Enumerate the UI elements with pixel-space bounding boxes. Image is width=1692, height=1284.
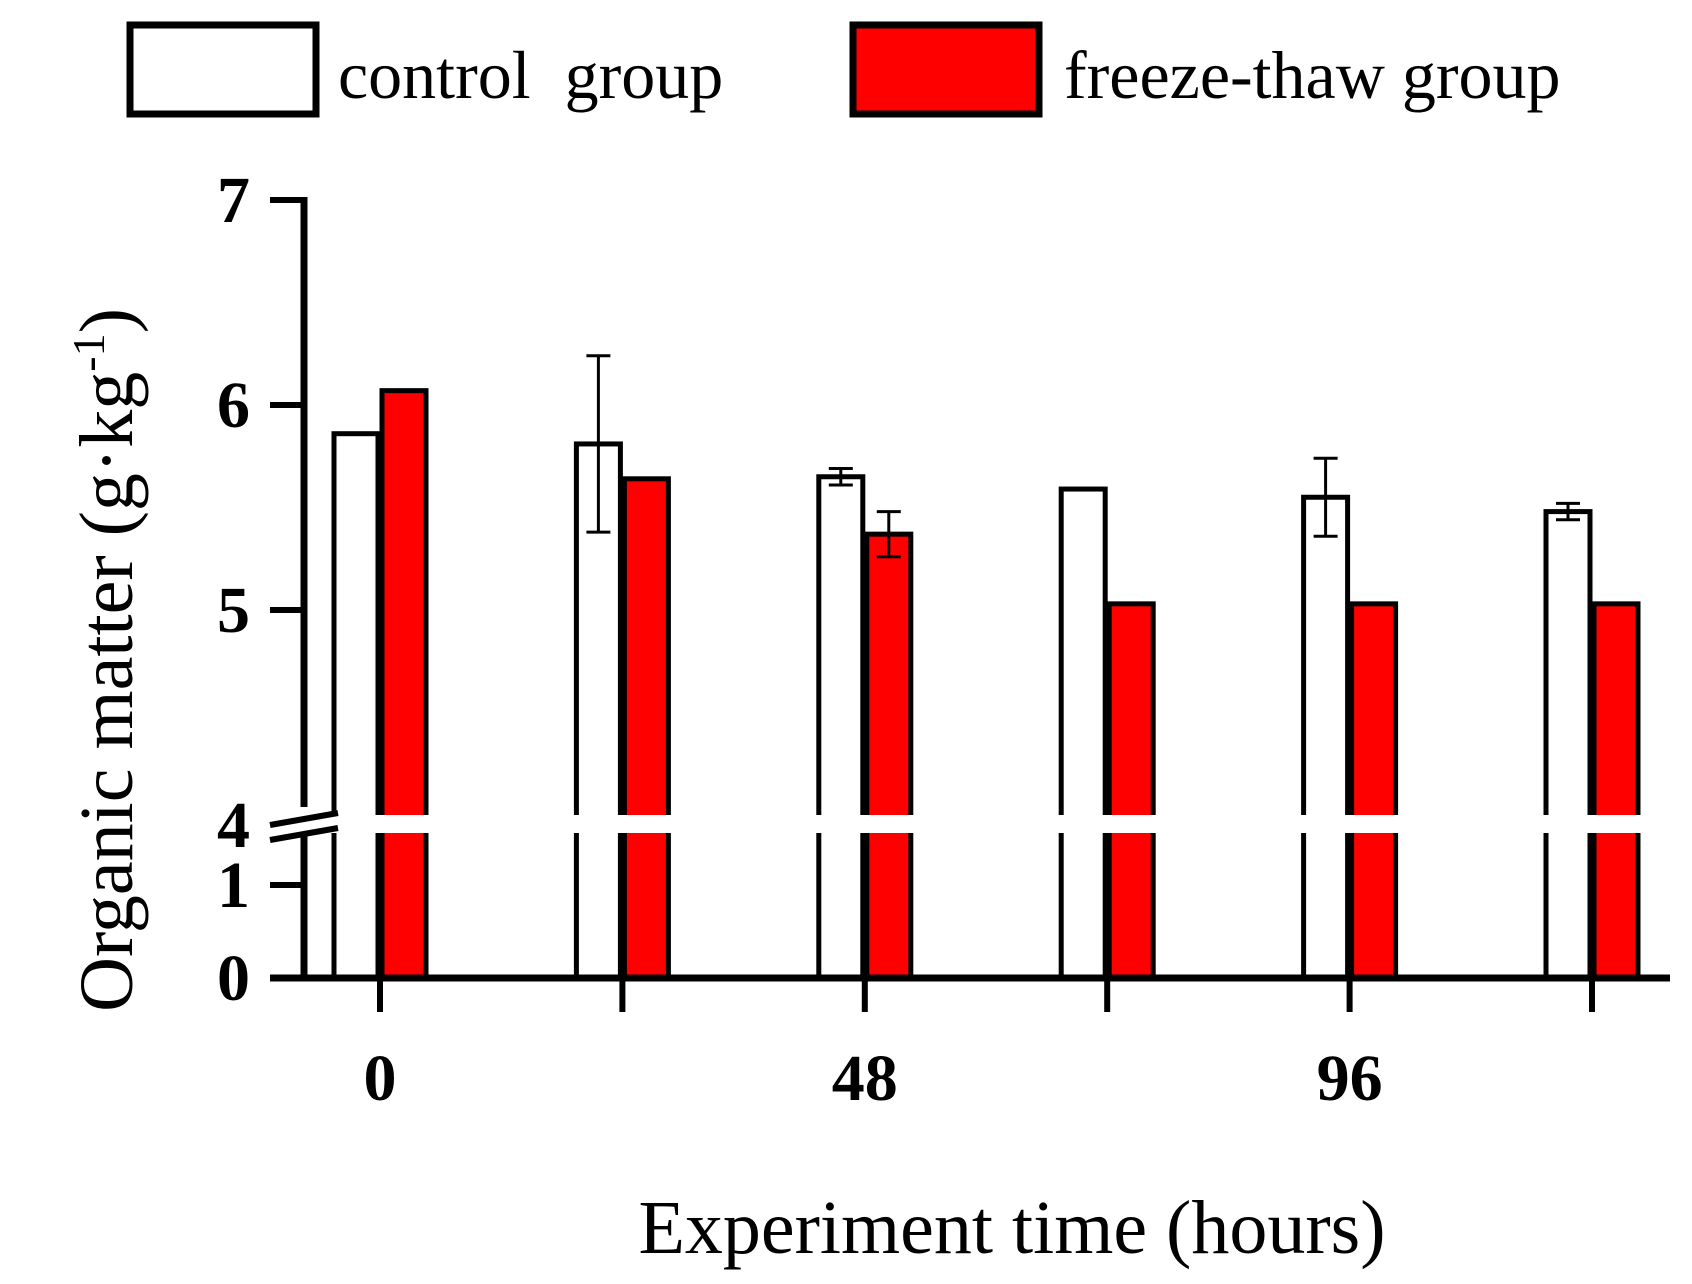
x-axis-label: Experiment time (hours) xyxy=(638,1186,1385,1270)
y-tick-label-6: 6 xyxy=(217,369,250,442)
axis-break-mark-2 xyxy=(269,825,339,843)
axis-break-gap xyxy=(270,815,1650,833)
plot-area: 01456704896144192240 xyxy=(217,164,1670,1115)
bar-freeze-thaw-0 xyxy=(379,388,429,981)
bar-freeze-thaw-24 xyxy=(621,476,671,981)
y-tick-label-4: 4 xyxy=(217,789,250,862)
y-axis-label-text: Organic matter (g·kg-1) xyxy=(63,308,149,1012)
legend-swatch-control xyxy=(126,21,320,118)
y-tick-label-1: 1 xyxy=(217,849,250,922)
legend-swatch-freeze-thaw xyxy=(849,21,1043,118)
bar-freeze-thaw-72 xyxy=(1106,601,1156,981)
y-axis-label: Organic matter (g·kg-1) xyxy=(63,308,149,1012)
legend-label-control: control group xyxy=(338,37,723,113)
x-tick-label-48: 48 xyxy=(832,1042,898,1115)
bar-control-72 xyxy=(1058,486,1108,981)
y-tick-label-7: 7 xyxy=(217,164,250,237)
legend-label-freeze-thaw: freeze-thaw group xyxy=(1064,37,1561,113)
y-tick-label-5: 5 xyxy=(217,574,250,647)
bar-freeze-thaw-120 xyxy=(1591,601,1641,981)
legend: control group freeze-thaw group xyxy=(126,21,1561,118)
y-tick-label-0: 0 xyxy=(217,942,250,1015)
x-tick-label-0: 0 xyxy=(364,1042,397,1115)
axis-break-mark-1 xyxy=(269,810,339,828)
x-tick-label-96: 96 xyxy=(1317,1042,1383,1115)
bar-control-0 xyxy=(331,431,381,981)
bar-control-96 xyxy=(1301,494,1351,981)
bar-freeze-thaw-48 xyxy=(864,531,914,981)
bar-control-48 xyxy=(816,474,866,981)
bar-control-120 xyxy=(1543,509,1593,981)
bar-freeze-thaw-96 xyxy=(1349,601,1399,981)
